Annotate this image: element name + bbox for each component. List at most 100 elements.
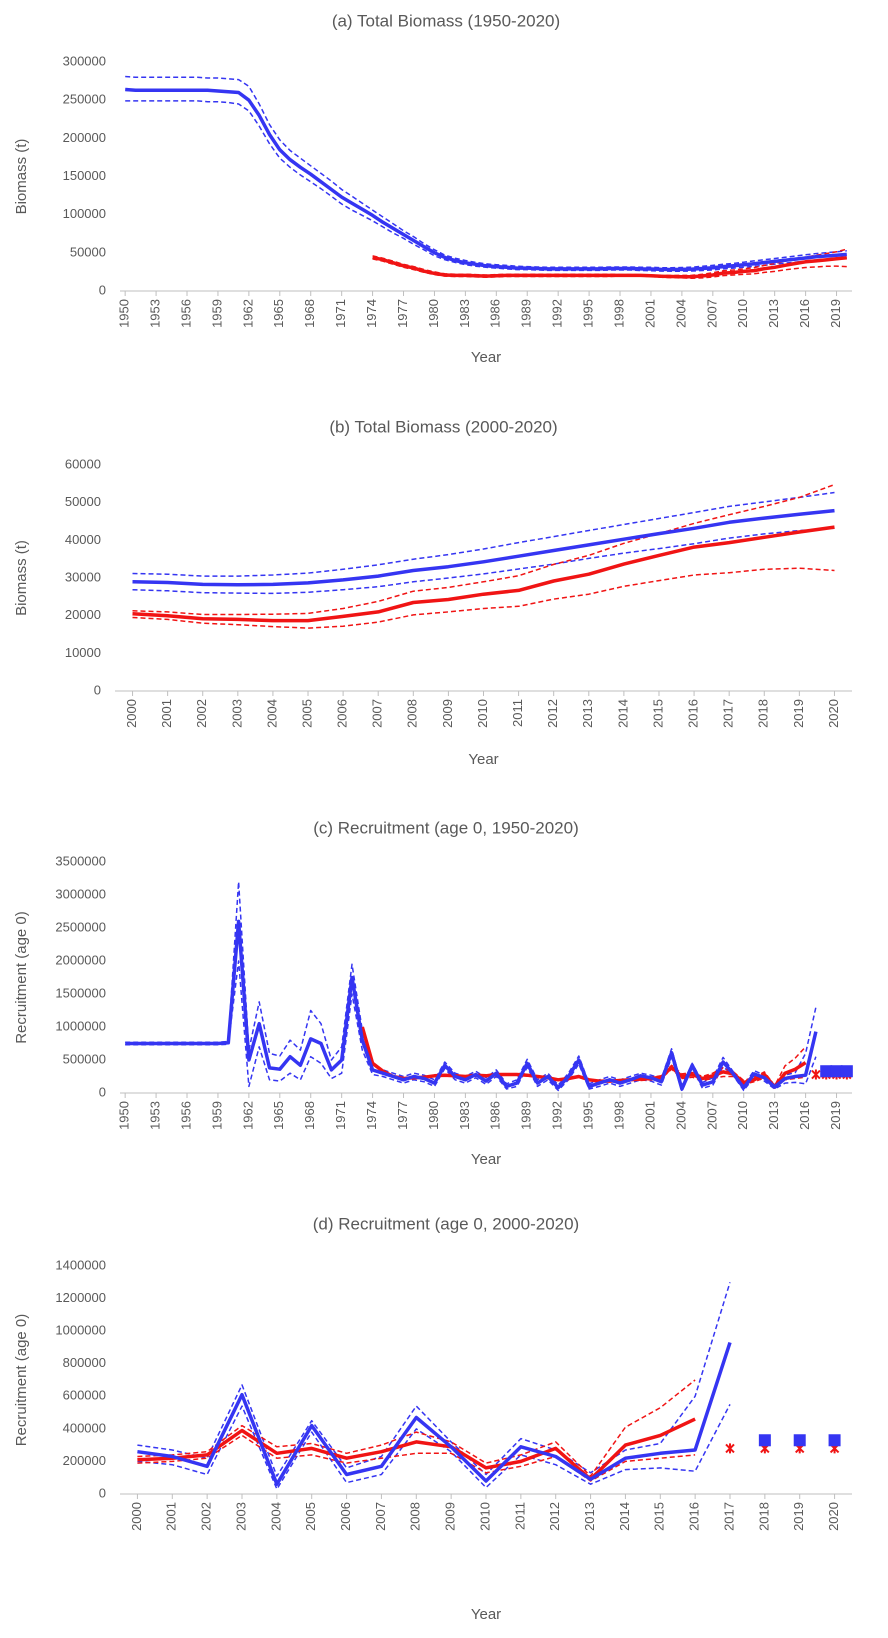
x-tick-label: 2006 — [335, 699, 350, 728]
x-tick-label: 2001 — [164, 1502, 179, 1531]
interval-line — [137, 1434, 696, 1482]
x-tick-label: 2007 — [704, 1101, 719, 1130]
y-tick-label: 60000 — [65, 456, 101, 471]
x-tick-label: 2013 — [582, 1502, 597, 1531]
y-tick-label: 0 — [99, 282, 106, 297]
x-tick-label: 2000 — [129, 1502, 144, 1531]
y-tick-label: 250000 — [63, 92, 106, 107]
x-tick-label: 1980 — [426, 299, 441, 328]
x-tick-label: 2007 — [373, 1502, 388, 1531]
chart-title: (a) Total Biomass (1950-2020) — [332, 11, 560, 30]
x-tick-label: 1959 — [209, 299, 224, 328]
square-marker — [840, 1065, 853, 1078]
y-tick-label: 50000 — [70, 244, 106, 259]
x-tick-label: 1995 — [581, 1101, 596, 1130]
y-tick-label: 1200000 — [55, 1290, 106, 1305]
interval-line — [137, 1282, 731, 1477]
y-axis-label: Recruitment (age 0) — [13, 1314, 30, 1447]
x-tick-label: 2004 — [673, 299, 688, 328]
x-tick-label: 1965 — [271, 1101, 286, 1130]
x-tick-label: 2018 — [756, 1502, 771, 1531]
y-tick-label: 2500000 — [55, 919, 106, 934]
x-tick-label: 2016 — [797, 299, 812, 328]
x-tick-label: 2010 — [735, 299, 750, 328]
x-tick-label: 2005 — [303, 1502, 318, 1531]
x-tick-label: 1971 — [333, 299, 348, 328]
x-tick-label: 2012 — [545, 699, 560, 728]
x-tick-label: 2013 — [766, 299, 781, 328]
x-tick-label: 2003 — [233, 1502, 248, 1531]
y-tick-label: 200000 — [63, 130, 106, 145]
y-tick-label: 3000000 — [55, 886, 106, 901]
y-tick-label: 10000 — [65, 645, 101, 660]
x-tick-label: 2001 — [159, 699, 174, 728]
x-tick-label: 2016 — [687, 1502, 702, 1531]
interval-line — [125, 100, 847, 272]
x-tick-label: 2001 — [642, 1101, 657, 1130]
x-tick-label: 1983 — [457, 1101, 472, 1130]
x-axis-label: Year — [471, 1606, 501, 1623]
chart-title: (b) Total Biomass (2000-2020) — [329, 417, 557, 436]
y-tick-label: 1500000 — [55, 985, 106, 1000]
x-tick-label: 2005 — [299, 699, 314, 728]
x-tick-label: 2019 — [828, 299, 843, 328]
y-axis-label: Biomass (t) — [13, 139, 30, 215]
y-tick-label: 400000 — [63, 1420, 106, 1435]
x-tick-label: 1953 — [148, 299, 163, 328]
series-line — [137, 1417, 696, 1482]
x-tick-label: 1989 — [519, 299, 534, 328]
series-line — [132, 508, 835, 587]
chart-title: (d) Recruitment (age 0, 2000-2020) — [313, 1214, 579, 1233]
x-tick-label: 2009 — [440, 699, 455, 728]
x-tick-label: 2018 — [756, 699, 771, 728]
y-tick-label: 30000 — [65, 569, 101, 584]
x-tick-label: 1992 — [550, 1101, 565, 1130]
x-tick-label: 2010 — [735, 1101, 750, 1130]
x-axis-label: Year — [468, 751, 498, 768]
y-axis-label: Biomass (t) — [13, 540, 30, 616]
x-tick-label: 1977 — [395, 1101, 410, 1130]
x-tick-label: 2000 — [124, 699, 139, 728]
x-tick-label: 2002 — [199, 1502, 214, 1531]
y-tick-label: 50000 — [65, 494, 101, 509]
series-line — [372, 255, 847, 279]
y-tick-label: 1000000 — [55, 1323, 106, 1338]
x-tick-label: 2015 — [650, 699, 665, 728]
x-tick-label: 1986 — [488, 1101, 503, 1130]
x-tick-label: 1983 — [457, 299, 472, 328]
x-tick-label: 1998 — [611, 1101, 626, 1130]
x-axis-label: Year — [471, 349, 501, 366]
x-tick-label: 2017 — [721, 699, 736, 728]
y-tick-label: 0 — [99, 1084, 106, 1099]
x-tick-label: 1974 — [364, 1101, 379, 1130]
y-tick-label: 0 — [94, 682, 101, 697]
interval-line — [125, 75, 847, 269]
x-tick-label: 2004 — [264, 699, 279, 728]
x-tick-label: 2020 — [826, 1502, 841, 1531]
y-tick-label: 1400000 — [55, 1257, 106, 1272]
x-tick-label: 2019 — [828, 1101, 843, 1130]
series-line — [132, 525, 835, 623]
x-tick-label: 1986 — [488, 299, 503, 328]
x-tick-label: 2011 — [510, 699, 525, 727]
interval-line — [125, 881, 817, 1087]
x-tick-label: 1989 — [519, 1101, 534, 1130]
x-tick-label: 1956 — [178, 299, 193, 328]
interval-line — [137, 1404, 731, 1490]
x-tick-label: 2014 — [617, 1502, 632, 1531]
y-tick-label: 200000 — [63, 1453, 106, 1468]
x-tick-label: 1950 — [117, 1101, 132, 1130]
y-tick-label: 800000 — [63, 1355, 106, 1370]
x-tick-label: 2007 — [370, 699, 385, 728]
x-tick-label: 2019 — [791, 1502, 806, 1531]
interval-line — [137, 1379, 696, 1477]
x-tick-label: 1968 — [302, 299, 317, 328]
interval-line — [132, 567, 835, 629]
x-tick-label: 2010 — [477, 1502, 492, 1531]
x-tick-label: 2010 — [475, 699, 490, 728]
x-tick-label: 2009 — [443, 1502, 458, 1531]
x-tick-label: 1953 — [148, 1101, 163, 1130]
series-line — [125, 87, 847, 272]
x-tick-label: 2007 — [704, 299, 719, 328]
